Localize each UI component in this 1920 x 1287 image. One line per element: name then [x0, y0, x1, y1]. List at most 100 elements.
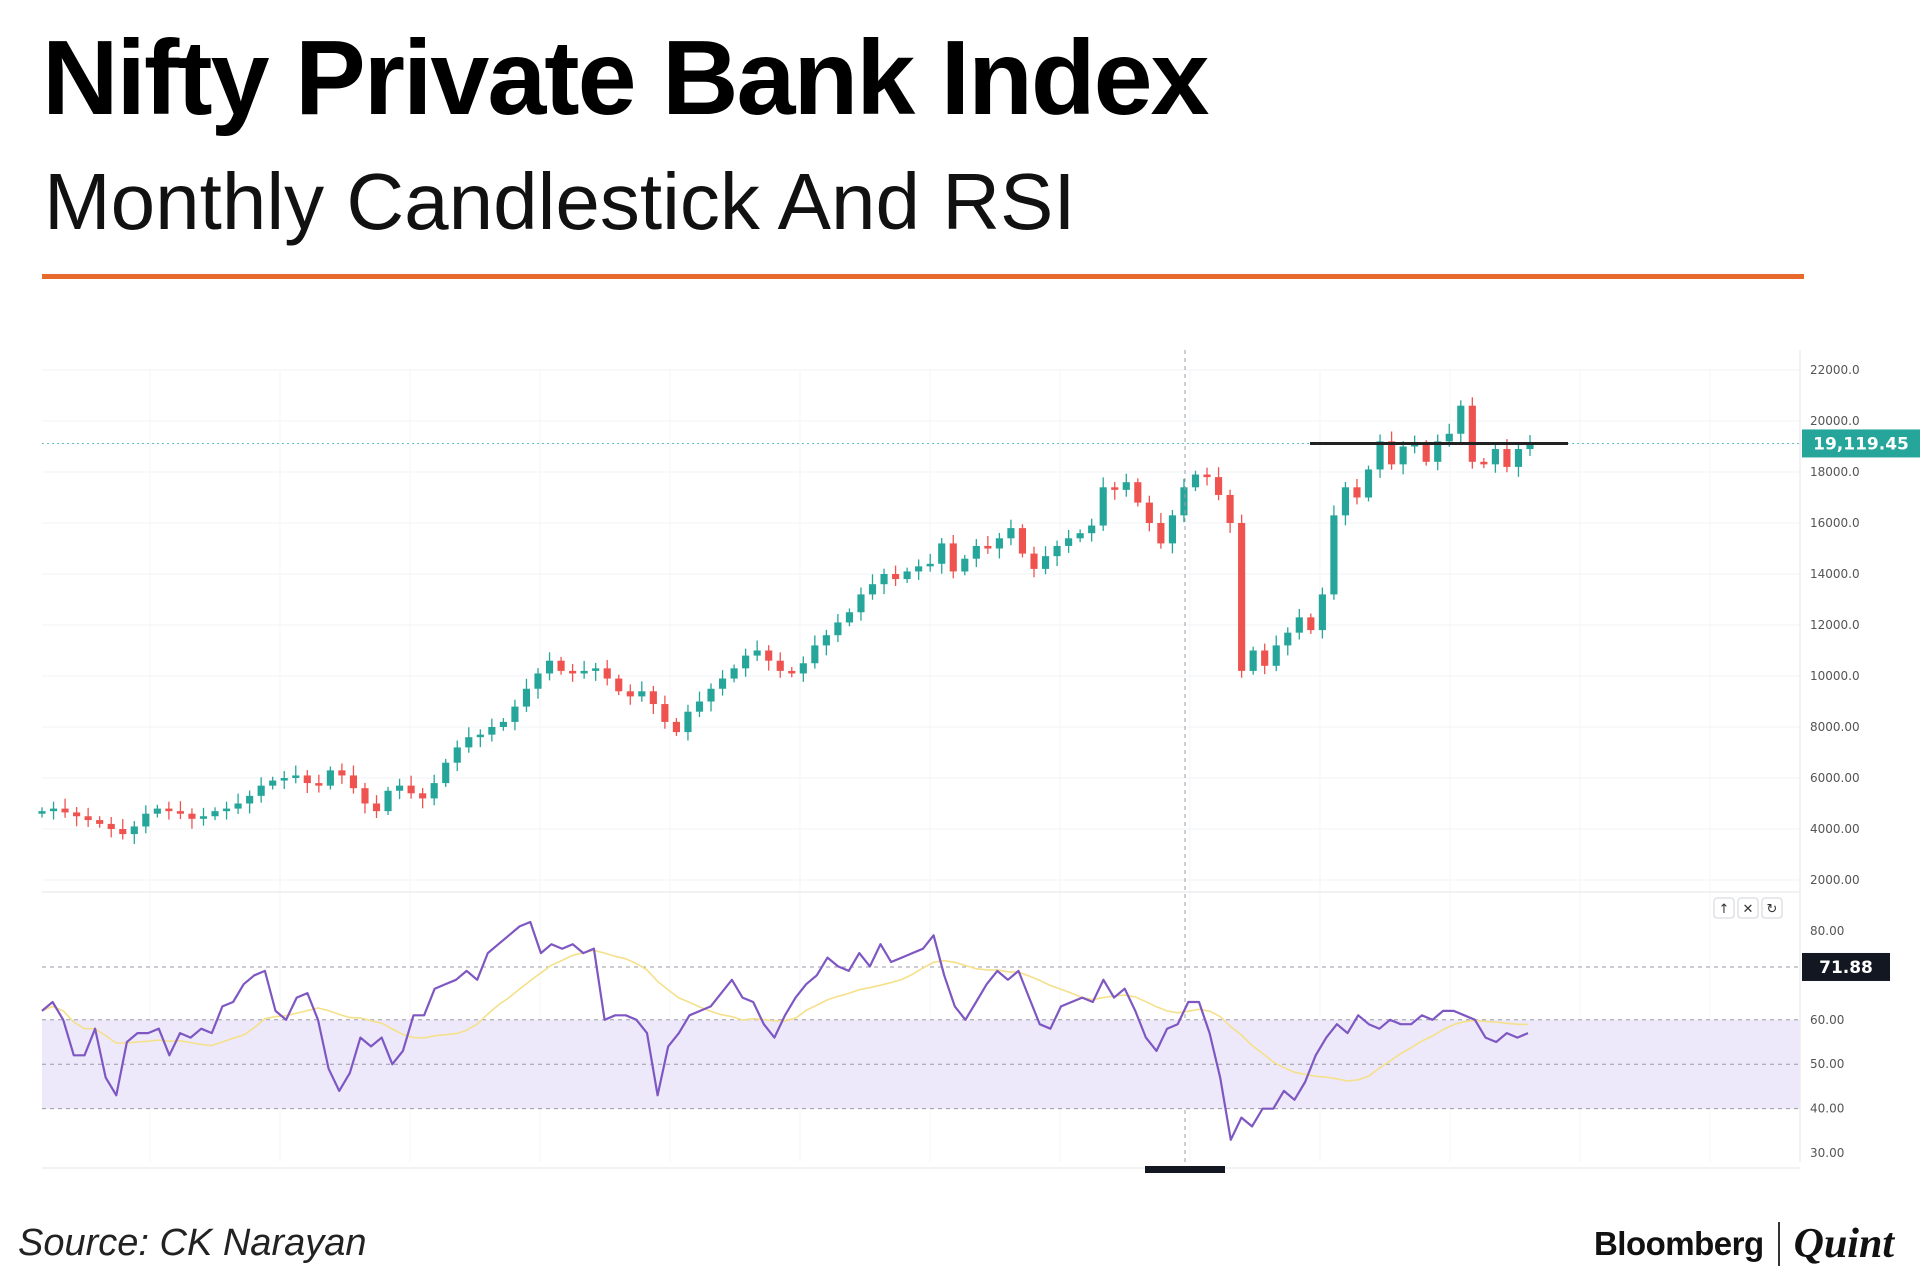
candle-body	[1307, 617, 1315, 631]
candle-body	[49, 808, 58, 812]
candle-body	[1030, 553, 1038, 569]
candle-body	[269, 780, 277, 786]
price-axis-tick: 20000.0	[1810, 414, 1860, 428]
candle-body	[211, 811, 219, 817]
candle-body	[638, 691, 646, 697]
candle-body	[580, 670, 588, 674]
candle-body	[718, 678, 727, 689]
brand-logo-bloomberg: Bloomberg	[1593, 1225, 1764, 1262]
candle-body	[1099, 487, 1107, 526]
candle-body	[592, 668, 600, 671]
candle-body	[672, 721, 680, 733]
candle-body	[949, 543, 957, 572]
price-rsi-chart: 22000.0 20000.0 18000.0 16000.0 14000.0 12000…	[38, 350, 1920, 1173]
candle-body	[995, 538, 1003, 549]
candle-body	[1053, 545, 1061, 557]
candle-body	[338, 770, 346, 776]
candle-body	[1065, 538, 1073, 546]
price-axis-tick: 10000.0	[1810, 669, 1860, 683]
candle-body	[880, 574, 888, 585]
candle-body	[430, 783, 438, 799]
price-axis-tick: 2000.00	[1810, 873, 1860, 887]
candle-body	[176, 811, 184, 814]
price-axis-tick: 4000.00	[1810, 822, 1860, 836]
candle-body	[107, 823, 115, 829]
price-axis-tick: 22000.0	[1810, 363, 1860, 377]
candle-body	[1214, 477, 1223, 495]
candle-body	[419, 793, 427, 799]
candle-body	[257, 785, 265, 796]
candle-body	[1249, 650, 1257, 671]
last-price-marker	[1802, 429, 1920, 458]
rsi-axis-tick: 80.00	[1810, 924, 1844, 938]
candle-body	[534, 673, 542, 689]
chart-title: Nifty Private Bank Index	[42, 19, 1210, 137]
candle-body	[372, 803, 381, 812]
price-axis-tick: 6000.00	[1810, 771, 1860, 785]
candle-body	[984, 545, 992, 549]
price-axis-tick: 18000.0	[1810, 465, 1860, 479]
candle-body	[1491, 449, 1499, 465]
candle-body	[1514, 449, 1523, 467]
candle-body	[1226, 494, 1234, 523]
candle-body	[742, 655, 750, 669]
candle-body	[1191, 474, 1200, 488]
price-axis-tick: 8000.00	[1810, 720, 1860, 734]
candle-body	[753, 650, 761, 656]
candle-body	[1353, 487, 1361, 498]
rsi-axis-tick: 30.00	[1810, 1146, 1844, 1160]
candle-body	[476, 734, 484, 738]
candle-body	[1134, 482, 1142, 503]
candle-body	[1203, 474, 1211, 478]
candle-body	[1261, 650, 1269, 666]
candle-body	[1284, 632, 1292, 646]
candle-body	[1399, 446, 1407, 465]
candle-body	[707, 688, 715, 702]
close-icon-glyph: ✕	[1743, 902, 1754, 917]
candle-body	[234, 803, 242, 809]
candle-body	[488, 727, 496, 735]
candle-body	[1295, 617, 1303, 633]
rsi-line	[41, 920, 1529, 1141]
arrow-up-icon-glyph: ↑	[1719, 902, 1730, 917]
candle-body	[465, 737, 473, 748]
candle-body	[1434, 441, 1442, 462]
candle-body	[522, 688, 531, 707]
candle-body	[661, 704, 669, 722]
price-axis-tick: 14000.0	[1810, 567, 1860, 581]
brand-logo-quint: Quint	[1793, 1221, 1894, 1267]
refresh-icon[interactable]	[1761, 897, 1783, 919]
candle-body	[926, 563, 934, 567]
candle-body	[396, 785, 404, 791]
candle-body	[153, 808, 161, 814]
candle-body	[765, 650, 773, 661]
candle-body	[119, 829, 127, 835]
candle-body	[1468, 405, 1476, 462]
brand-logo: Bloomberg Quint	[1594, 1220, 1894, 1268]
candle-body	[1007, 528, 1015, 539]
candle-body	[61, 808, 69, 813]
candle-body	[868, 584, 877, 595]
candle-body	[407, 785, 415, 794]
candle-body	[453, 747, 461, 763]
chart-subtitle: Monthly Candlestick And RSI	[44, 157, 1076, 246]
candle-body	[442, 762, 450, 784]
candle-body	[1076, 533, 1084, 539]
candle-body	[545, 660, 554, 674]
candle-body	[73, 812, 81, 817]
candle-body	[188, 813, 196, 819]
candle-body	[603, 668, 611, 679]
candle-body	[811, 645, 819, 664]
candle-body	[84, 816, 92, 821]
candle-body	[1388, 441, 1396, 465]
candle-body	[1157, 523, 1165, 544]
candle-body	[938, 543, 946, 564]
price-axis-tick: 12000.0	[1810, 618, 1860, 632]
candle-body	[38, 811, 46, 814]
candle-body	[130, 826, 138, 835]
candle-body	[684, 711, 692, 733]
arrow-up-icon[interactable]	[1713, 897, 1735, 919]
close-icon[interactable]	[1737, 897, 1759, 919]
candle-body	[892, 574, 900, 580]
candle-body	[1411, 443, 1419, 447]
